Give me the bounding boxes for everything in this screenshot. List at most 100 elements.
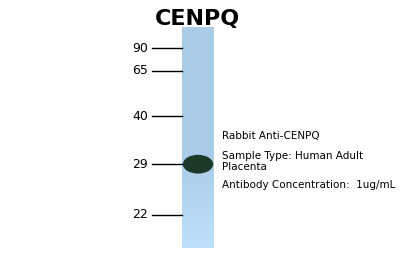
Bar xyxy=(182,145,214,147)
Bar xyxy=(182,162,214,163)
Bar xyxy=(182,211,214,213)
Text: 65: 65 xyxy=(132,64,148,77)
Bar xyxy=(182,110,214,112)
Bar xyxy=(182,75,214,77)
Bar xyxy=(182,91,214,93)
Bar xyxy=(182,163,214,165)
Text: 90: 90 xyxy=(132,42,148,54)
Bar xyxy=(182,241,214,243)
Bar xyxy=(182,235,214,237)
Bar xyxy=(182,184,214,186)
Bar xyxy=(182,243,214,245)
Bar xyxy=(182,217,214,219)
Bar xyxy=(182,228,214,230)
Bar xyxy=(182,204,214,206)
Bar xyxy=(182,150,214,152)
Bar xyxy=(182,36,214,38)
Ellipse shape xyxy=(184,155,212,173)
Text: 22: 22 xyxy=(132,209,148,221)
Bar xyxy=(182,113,214,115)
Bar xyxy=(182,108,214,110)
Bar xyxy=(182,208,214,210)
Bar xyxy=(182,239,214,241)
Bar xyxy=(182,73,214,75)
Bar xyxy=(182,34,214,36)
Bar xyxy=(182,172,214,174)
Bar xyxy=(182,27,214,29)
Bar xyxy=(182,53,214,54)
Bar xyxy=(182,45,214,47)
Bar xyxy=(182,119,214,121)
Bar xyxy=(182,60,214,62)
Bar xyxy=(182,58,214,60)
Bar xyxy=(182,43,214,45)
Bar xyxy=(182,123,214,125)
Bar xyxy=(182,103,214,104)
Bar xyxy=(182,222,214,224)
Bar xyxy=(182,54,214,56)
Bar xyxy=(182,126,214,128)
Bar xyxy=(182,158,214,160)
Bar xyxy=(182,41,214,43)
Bar xyxy=(182,174,214,176)
Text: CENPQ: CENPQ xyxy=(155,9,241,29)
Bar xyxy=(182,125,214,126)
Bar xyxy=(182,195,214,197)
Bar xyxy=(182,189,214,191)
Bar xyxy=(182,40,214,41)
Bar xyxy=(182,67,214,69)
Bar xyxy=(182,139,214,141)
Bar xyxy=(182,234,214,235)
Bar xyxy=(182,187,214,189)
Bar xyxy=(182,64,214,65)
Bar xyxy=(182,138,214,139)
Bar xyxy=(182,160,214,162)
Bar xyxy=(182,93,214,95)
Text: 29: 29 xyxy=(132,158,148,171)
Bar xyxy=(182,200,214,202)
Text: 40: 40 xyxy=(132,110,148,123)
Bar xyxy=(182,134,214,136)
Bar xyxy=(182,197,214,198)
Bar xyxy=(182,232,214,234)
Bar xyxy=(182,237,214,239)
Bar xyxy=(182,176,214,178)
Bar xyxy=(182,148,214,150)
Bar xyxy=(182,62,214,64)
Bar xyxy=(182,165,214,167)
Text: Antibody Concentration:  1ug/mL: Antibody Concentration: 1ug/mL xyxy=(222,180,395,190)
Bar xyxy=(182,71,214,73)
Bar xyxy=(182,169,214,171)
Bar xyxy=(182,136,214,138)
Bar xyxy=(182,38,214,40)
Bar xyxy=(182,193,214,195)
Bar xyxy=(182,198,214,200)
Bar xyxy=(182,191,214,193)
Bar xyxy=(182,49,214,51)
Bar xyxy=(182,226,214,228)
Bar xyxy=(182,30,214,32)
Bar xyxy=(182,171,214,172)
Bar xyxy=(182,152,214,154)
Bar xyxy=(182,89,214,91)
Bar xyxy=(182,147,214,148)
Bar xyxy=(182,117,214,119)
Bar xyxy=(182,101,214,103)
Bar xyxy=(182,112,214,113)
Bar xyxy=(182,167,214,169)
Bar xyxy=(182,78,214,80)
Bar xyxy=(182,186,214,187)
Bar xyxy=(182,106,214,108)
Bar xyxy=(182,65,214,67)
Bar xyxy=(182,178,214,180)
Bar xyxy=(182,86,214,88)
Bar xyxy=(182,230,214,232)
Bar xyxy=(182,51,214,53)
Bar xyxy=(182,121,214,123)
Bar xyxy=(182,56,214,58)
Bar xyxy=(182,143,214,145)
Bar xyxy=(182,132,214,134)
Bar xyxy=(182,69,214,71)
Bar xyxy=(182,128,214,130)
Bar xyxy=(182,156,214,158)
